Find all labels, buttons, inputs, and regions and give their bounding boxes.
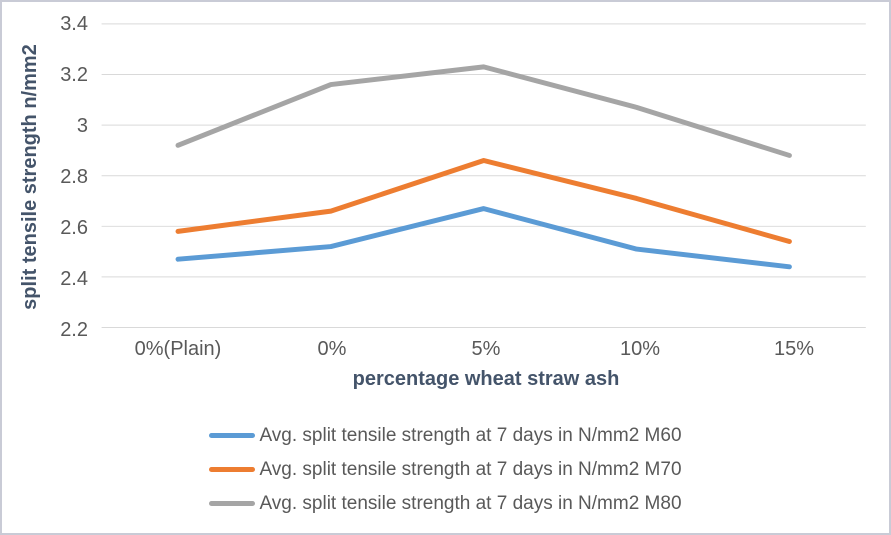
- y-tick-label: 2.8: [60, 166, 88, 188]
- y-tick-label: 2.4: [60, 268, 88, 290]
- legend-item-m80: Avg. split tensile strength at 7 days in…: [209, 492, 682, 515]
- x-category-label: 0%: [317, 338, 347, 360]
- x-category-label: 0%(Plain): [134, 338, 222, 360]
- series-line-1: [175, 158, 792, 244]
- legend-line-swatch-m70: [209, 467, 256, 472]
- y-tick-label: 3.2: [60, 64, 88, 86]
- legend-item-m70: Avg. split tensile strength at 7 days in…: [209, 458, 682, 481]
- series-line-0: [175, 206, 792, 270]
- chart-legend: Avg. split tensile strength at 7 days in…: [2, 424, 889, 515]
- y-tick-label: 2.2: [60, 319, 88, 341]
- y-tick-label: 3: [76, 115, 88, 137]
- legend-line-swatch-m80: [209, 501, 256, 506]
- y-tick-label: 3.4: [60, 13, 88, 35]
- x-category-label: 5%: [471, 338, 501, 360]
- legend-line-swatch-m60: [209, 433, 256, 438]
- x-category-label: 15%: [773, 338, 815, 360]
- x-category-label: 10%: [619, 338, 661, 360]
- legend-label: Avg. split tensile strength at 7 days in…: [259, 459, 682, 480]
- legend-item-m60: Avg. split tensile strength at 7 days in…: [209, 424, 682, 447]
- y-tick-label: 2.6: [60, 217, 88, 239]
- legend-label: Avg. split tensile strength at 7 days in…: [259, 493, 682, 514]
- legend-label: Avg. split tensile strength at 7 days in…: [259, 425, 682, 446]
- series-line-2: [175, 64, 792, 158]
- x-axis-title: percentage wheat straw ash: [352, 368, 620, 390]
- y-axis-title: split tensile strength n/mm2: [19, 44, 41, 310]
